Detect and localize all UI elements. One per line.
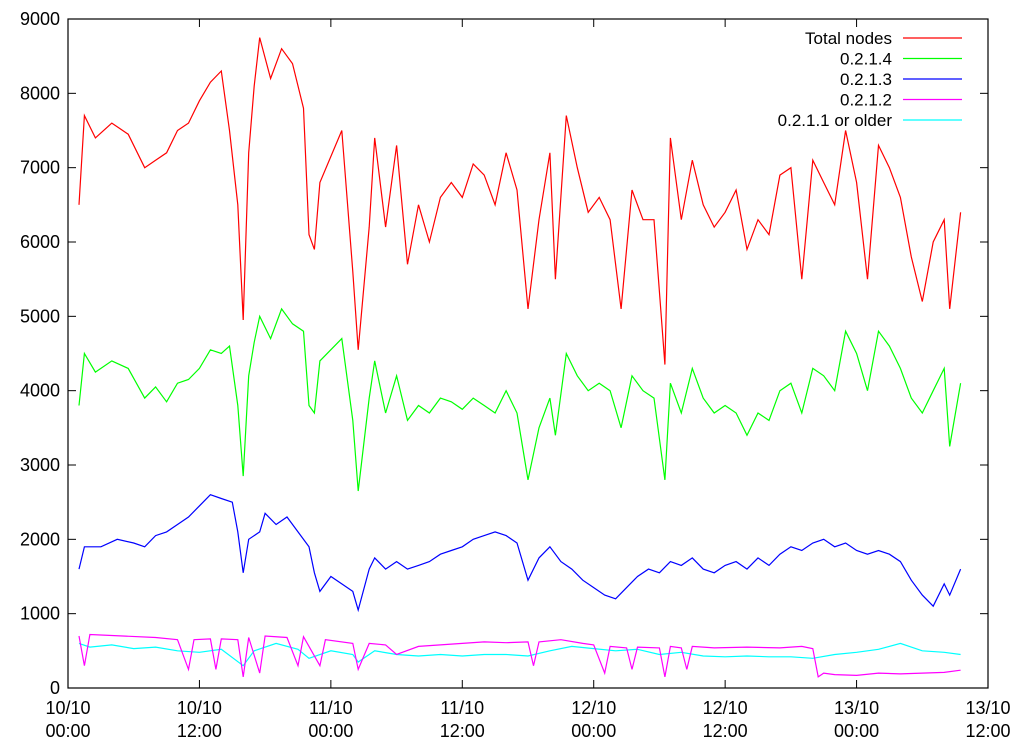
series-line-0 — [78, 37, 962, 365]
legend-label: 0.2.1.2 — [840, 91, 892, 110]
series-line-1 — [78, 307, 962, 492]
y-tick-label: 9000 — [20, 9, 60, 29]
x-tick-label-day: 12/10 — [571, 698, 616, 718]
y-tick-label: 0 — [50, 678, 60, 698]
x-tick-label-time: 00:00 — [571, 721, 616, 741]
x-tick-label-day: 13/10 — [965, 698, 1010, 718]
y-tick-label: 2000 — [20, 529, 60, 549]
legend-label: 0.2.1.1 or older — [778, 111, 893, 130]
y-tick-label: 7000 — [20, 158, 60, 178]
y-tick-label: 1000 — [20, 604, 60, 624]
x-tick-label-time: 00:00 — [45, 721, 90, 741]
y-tick-label: 4000 — [20, 381, 60, 401]
y-tick-label: 6000 — [20, 232, 60, 252]
y-tick-label: 8000 — [20, 83, 60, 103]
x-tick-label-day: 12/10 — [703, 698, 748, 718]
x-tick-label-time: 12:00 — [703, 721, 748, 741]
x-tick-label-day: 11/10 — [309, 698, 353, 718]
plot-frame — [67, 18, 989, 689]
legend-label: Total nodes — [805, 29, 892, 48]
x-tick-label-time: 12:00 — [965, 721, 1010, 741]
series-line-2 — [78, 494, 962, 613]
y-tick-label: 5000 — [20, 306, 60, 326]
x-tick-label-day: 13/10 — [834, 698, 879, 718]
series-layer — [78, 37, 962, 678]
x-tick-label-day: 11/10 — [440, 698, 484, 718]
x-tick-label-time: 12:00 — [440, 721, 485, 741]
x-tick-label-day: 10/10 — [177, 698, 222, 718]
legend-label: 0.2.1.4 — [840, 50, 892, 69]
series-line-3 — [78, 633, 961, 678]
legend: Total nodes 0.2.1.40.2.1.3 0.2.1.20.2.1.1 … — [778, 29, 962, 130]
x-tick-label-day: 10/10 — [45, 698, 90, 718]
x-tick-label-time: 00:00 — [834, 721, 879, 741]
x-tick-label-time: 12:00 — [177, 721, 222, 741]
y-tick-label: 3000 — [20, 455, 60, 475]
series-line-4 — [78, 642, 961, 667]
legend-label: 0.2.1.3 — [840, 70, 892, 89]
x-tick-label-time: 00:00 — [308, 721, 353, 741]
axes-layer: 0 1000 2000 3000 4000 5000 6000 7000 8000 9000 10/… — [20, 9, 1011, 741]
